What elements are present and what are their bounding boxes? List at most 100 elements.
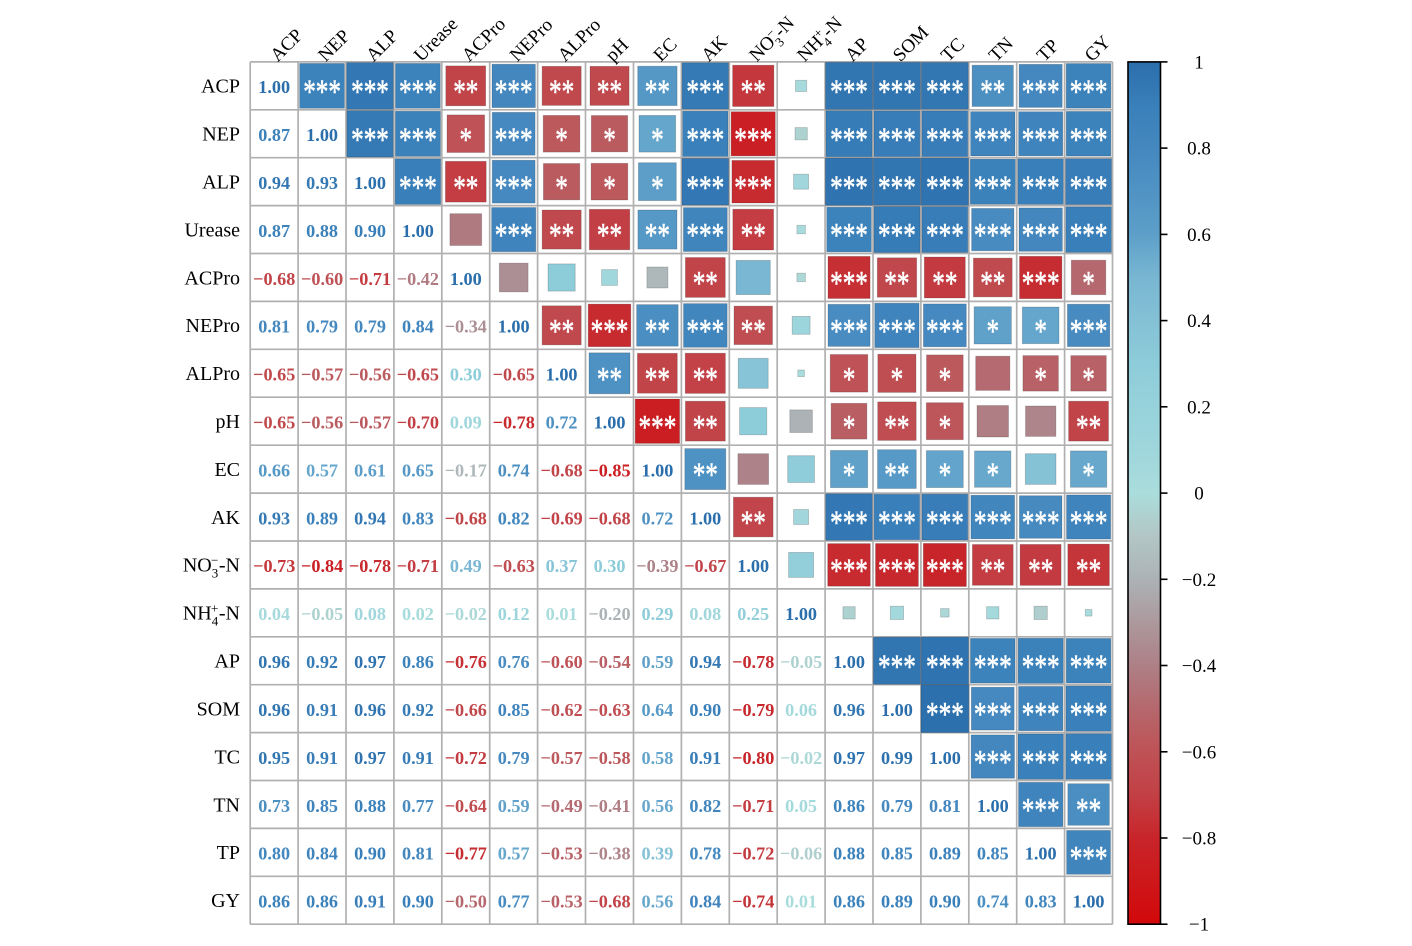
svg-text:0.79: 0.79 (498, 748, 530, 768)
svg-text:0.59: 0.59 (498, 796, 530, 816)
svg-text:−0.60: −0.60 (540, 652, 582, 672)
svg-text:1.00: 1.00 (929, 748, 961, 768)
svg-text:0.57: 0.57 (498, 844, 530, 864)
svg-text:0.56: 0.56 (641, 796, 673, 816)
svg-text:**: ** (693, 457, 718, 493)
svg-text:1.00: 1.00 (450, 269, 482, 289)
svg-text:Urease: Urease (184, 219, 240, 241)
svg-text:0.29: 0.29 (641, 604, 673, 624)
svg-text:−0.65: −0.65 (253, 365, 295, 385)
svg-text:0.88: 0.88 (354, 796, 386, 816)
svg-text:0.04: 0.04 (258, 604, 290, 624)
svg-text:***: *** (926, 122, 964, 158)
svg-text:***: *** (974, 122, 1012, 158)
svg-text:***: *** (926, 649, 964, 685)
svg-text:**: ** (932, 266, 957, 302)
svg-text:−0.41: −0.41 (588, 796, 630, 816)
svg-text:0.06: 0.06 (785, 700, 817, 720)
svg-text:*: * (939, 457, 952, 493)
svg-text:0.72: 0.72 (641, 508, 673, 528)
svg-text:0.91: 0.91 (306, 748, 338, 768)
svg-text:0.79: 0.79 (354, 317, 386, 337)
svg-text:EC: EC (214, 459, 240, 481)
svg-text:−0.6: −0.6 (1182, 742, 1216, 763)
svg-text:0.93: 0.93 (258, 508, 290, 528)
svg-text:−0.68: −0.68 (445, 508, 487, 528)
svg-text:0.86: 0.86 (258, 892, 290, 912)
svg-text:−0.76: −0.76 (445, 652, 487, 672)
svg-text:−0.68: −0.68 (540, 460, 582, 480)
svg-text:−0.74: −0.74 (732, 892, 774, 912)
svg-text:***: *** (303, 74, 341, 110)
svg-text:***: *** (926, 553, 964, 589)
svg-text:***: *** (495, 170, 533, 206)
svg-text:0.65: 0.65 (402, 460, 434, 480)
svg-text:*: * (460, 122, 473, 158)
svg-text:TP: TP (217, 842, 240, 864)
svg-text:−0.65: −0.65 (397, 365, 439, 385)
svg-text:−0.53: −0.53 (540, 844, 582, 864)
svg-text:−0.60: −0.60 (301, 269, 343, 289)
svg-text:**: ** (549, 74, 574, 110)
svg-text:−0.77: −0.77 (445, 844, 487, 864)
svg-text:TC: TC (214, 746, 240, 768)
svg-text:***: *** (974, 745, 1012, 781)
svg-text:0.86: 0.86 (833, 892, 865, 912)
svg-text:0.84: 0.84 (689, 892, 721, 912)
svg-text:***: *** (1070, 649, 1108, 685)
svg-text:−0.72: −0.72 (445, 748, 487, 768)
svg-text:0.95: 0.95 (258, 748, 290, 768)
svg-text:1.00: 1.00 (498, 317, 530, 337)
svg-text:0.86: 0.86 (833, 796, 865, 816)
svg-text:*: * (939, 409, 952, 445)
svg-text:***: *** (878, 649, 916, 685)
svg-text:***: *** (830, 266, 868, 302)
svg-text:0.88: 0.88 (306, 221, 338, 241)
svg-text:−0.06: −0.06 (780, 844, 822, 864)
svg-text:0.78: 0.78 (689, 844, 721, 864)
svg-text:−0.68: −0.68 (588, 892, 630, 912)
svg-text:1.00: 1.00 (1025, 844, 1057, 864)
svg-text:−1: −1 (1189, 915, 1209, 936)
svg-text:−0.38: −0.38 (588, 844, 630, 864)
svg-text:0.01: 0.01 (546, 604, 578, 624)
svg-text:0.96: 0.96 (354, 700, 386, 720)
svg-text:0.58: 0.58 (641, 748, 673, 768)
svg-text:−0.42: −0.42 (397, 269, 439, 289)
svg-text:***: *** (878, 505, 916, 541)
svg-text:0.85: 0.85 (498, 700, 530, 720)
svg-text:0.02: 0.02 (402, 604, 434, 624)
svg-text:***: *** (926, 74, 964, 110)
svg-text:*: * (987, 457, 1000, 493)
svg-text:0.2: 0.2 (1187, 397, 1211, 418)
svg-text:−0.71: −0.71 (397, 556, 439, 576)
svg-text:−0.53: −0.53 (540, 892, 582, 912)
svg-text:**: ** (645, 218, 670, 254)
svg-text:*: * (603, 122, 616, 158)
svg-text:***: *** (1022, 170, 1060, 206)
svg-text:0.05: 0.05 (785, 796, 817, 816)
svg-text:−0.64: −0.64 (445, 796, 487, 816)
svg-text:0.90: 0.90 (689, 700, 721, 720)
svg-text:1.00: 1.00 (833, 652, 865, 672)
svg-text:0.81: 0.81 (929, 796, 961, 816)
svg-text:1.00: 1.00 (258, 77, 290, 97)
svg-text:***: *** (830, 170, 868, 206)
svg-text:−0.80: −0.80 (732, 748, 774, 768)
svg-text:0.25: 0.25 (737, 604, 769, 624)
svg-text:0.90: 0.90 (354, 221, 386, 241)
svg-text:***: *** (399, 170, 437, 206)
svg-text:0.97: 0.97 (354, 652, 386, 672)
svg-text:−0.02: −0.02 (445, 604, 487, 624)
svg-text:0.91: 0.91 (689, 748, 721, 768)
svg-text:**: ** (1028, 553, 1053, 589)
svg-text:**: ** (549, 314, 574, 350)
svg-text:−0.34: −0.34 (445, 317, 487, 337)
svg-text:0.97: 0.97 (833, 748, 865, 768)
svg-text:0.56: 0.56 (641, 892, 673, 912)
svg-text:***: *** (974, 170, 1012, 206)
svg-text:**: ** (453, 170, 478, 206)
svg-text:−0.57: −0.57 (349, 413, 391, 433)
svg-text:−0.70: −0.70 (397, 413, 439, 433)
svg-text:0.91: 0.91 (402, 748, 434, 768)
